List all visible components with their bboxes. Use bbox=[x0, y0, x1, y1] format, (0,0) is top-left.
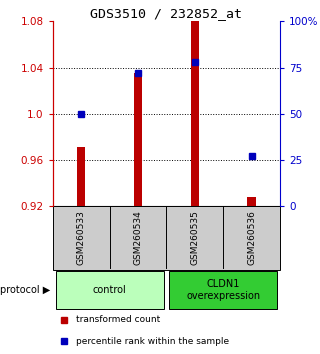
Bar bbox=[190, 21, 199, 206]
Bar bbox=[134, 73, 142, 206]
Text: GSM260534: GSM260534 bbox=[133, 210, 142, 265]
Text: percentile rank within the sample: percentile rank within the sample bbox=[76, 337, 229, 346]
Text: GSM260535: GSM260535 bbox=[190, 210, 199, 265]
Text: control: control bbox=[93, 285, 126, 295]
FancyBboxPatch shape bbox=[56, 271, 164, 309]
Title: GDS3510 / 232852_at: GDS3510 / 232852_at bbox=[91, 7, 243, 20]
FancyBboxPatch shape bbox=[53, 206, 280, 270]
FancyBboxPatch shape bbox=[169, 271, 277, 309]
Text: GSM260536: GSM260536 bbox=[247, 210, 256, 265]
Bar bbox=[247, 197, 256, 206]
Bar bbox=[77, 147, 85, 206]
Text: protocol ▶: protocol ▶ bbox=[0, 285, 50, 295]
Text: transformed count: transformed count bbox=[76, 315, 160, 324]
Text: GSM260533: GSM260533 bbox=[77, 210, 86, 265]
Text: CLDN1
overexpression: CLDN1 overexpression bbox=[186, 279, 260, 301]
